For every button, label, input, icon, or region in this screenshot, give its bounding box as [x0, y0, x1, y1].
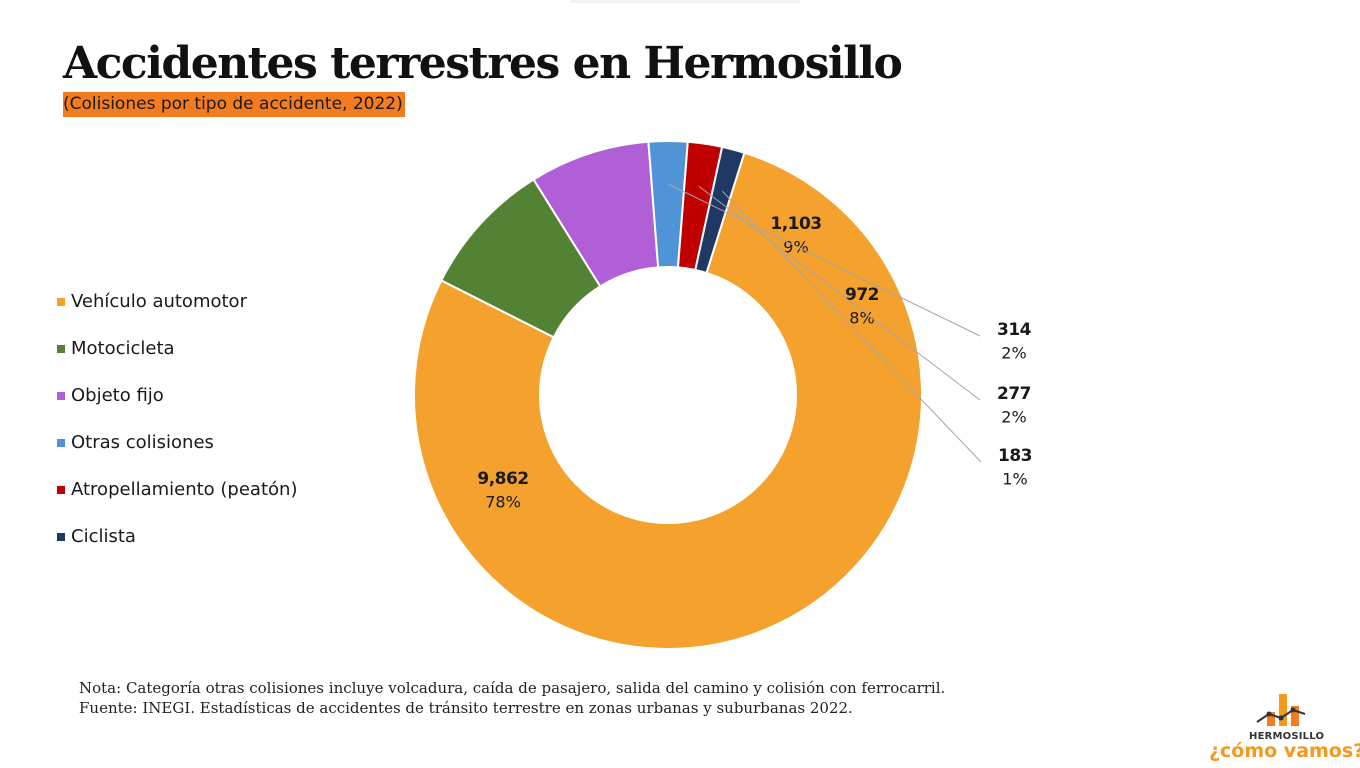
legend-swatch [57, 344, 65, 353]
source-text: Fuente: INEGI. Estadísticas de accidente… [79, 699, 853, 717]
data-label-value: 1,103 [770, 214, 821, 234]
data-label-value: 183 [998, 446, 1032, 466]
legend-label: Atropellamiento (peatón) [71, 479, 298, 500]
logo-small-text: HERMOSILLO [1249, 731, 1325, 742]
legend-item: Ciclista [57, 513, 297, 560]
legend-label: Motocicleta [71, 338, 175, 359]
leader-line [667, 183, 981, 337]
data-label-value: 9,862 [477, 469, 528, 489]
footnote: Nota: Categoría otras colisiones incluye… [79, 678, 945, 718]
legend-label: Otras colisiones [71, 432, 214, 453]
legend-swatch [57, 532, 65, 541]
data-label-percent: 9% [783, 238, 808, 257]
logo-main-text: ¿cómo vamos? [1209, 740, 1360, 762]
legend-swatch [57, 297, 65, 306]
chart-subtitle: (Colisiones por tipo de accidente, 2022) [63, 92, 405, 117]
data-label-percent: 1% [1002, 470, 1027, 489]
note-text: Nota: Categoría otras colisiones incluye… [79, 679, 946, 697]
donut-slice [413, 151, 923, 650]
legend-swatch [57, 438, 65, 447]
legend-item: Vehículo automotor [57, 278, 297, 325]
legend-label: Vehículo automotor [71, 291, 247, 312]
data-label-percent: 8% [849, 309, 874, 328]
legend-label: Ciclista [71, 526, 136, 547]
data-label-percent: 78% [485, 493, 521, 512]
data-label-percent: 2% [1001, 344, 1026, 363]
leader-line [721, 190, 982, 463]
legend-item: Otras colisiones [57, 419, 297, 466]
data-label-value: 277 [997, 384, 1031, 404]
legend-item: Atropellamiento (peatón) [57, 466, 297, 513]
legend-swatch [57, 391, 65, 400]
logo-bars-icon [1256, 694, 1306, 726]
chart-legend: Vehículo automotor Motocicleta Objeto fijo… [57, 278, 297, 560]
data-label-value: 972 [845, 285, 879, 305]
hermosillo-como-vamos-logo: HERMOSILLO ¿cómo vamos? [1205, 688, 1360, 764]
top-decoration-bar [570, 0, 800, 3]
chart-title: Accidentes terrestres en Hermosillo [63, 38, 903, 89]
data-label-percent: 2% [1001, 408, 1026, 427]
data-label-value: 314 [997, 320, 1032, 340]
leader-line [698, 185, 981, 401]
legend-item: Motocicleta [57, 325, 297, 372]
legend-label: Objeto fijo [71, 385, 164, 406]
legend-item: Objeto fijo [57, 372, 297, 419]
legend-swatch [57, 485, 65, 494]
donut-slice [694, 145, 746, 275]
